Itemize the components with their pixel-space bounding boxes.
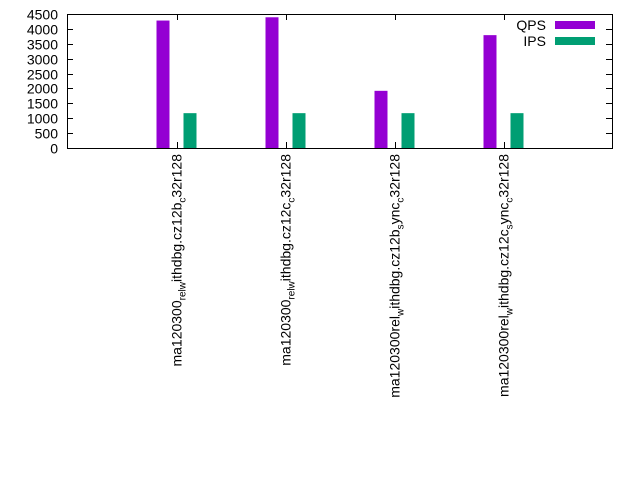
bar-qps [265,17,279,148]
y-tick-label: 500 [35,126,59,142]
y-tick-label: 1500 [27,96,58,112]
y-tick-label: 3500 [27,37,58,53]
x-category-label: ma120300relwithdbg.cz12csyncc32r128 [496,154,516,397]
category-label-part: w [396,308,407,317]
category-label-part: w [505,307,516,316]
category-label-part: ithdbg.cz12c [278,203,294,282]
category-label-part: rel [496,315,512,331]
legend-swatch-qps [555,21,595,29]
category-label-part: w [178,281,189,290]
category-label-part: ithdbg.cz12b [387,229,403,309]
y-tick-label: 1000 [27,111,58,127]
bar-qps [483,35,497,148]
category-label-part: rel [287,288,298,299]
category-label-part: rel [387,316,403,332]
category-label-part: s [505,224,516,229]
category-label-part: c [396,198,407,203]
category-label-part: c [287,198,298,203]
category-label-part: ma120300 [169,300,185,366]
plot-area-frame [67,14,613,149]
category-label-part: ync [496,203,512,225]
category-label-part: ma120300 [496,331,512,397]
legend-label-ips: IPS [523,33,546,49]
category-label-part: rel [178,289,189,300]
category-label-part: ync [387,203,403,225]
x-category-label: ma120300relwithdbg.cz12cc32r128 [278,154,298,366]
bar-ips [183,113,197,148]
category-label-part: ma120300 [278,299,294,365]
y-tick-label: 2500 [27,67,58,83]
bar-ips [292,113,306,148]
y-tick-label: 0 [50,141,58,157]
y-tick-label: 2000 [27,81,58,97]
category-label-part: ithdbg.cz12b [169,202,185,282]
x-category-label: ma120300relwithdbg.cz12bc32r128 [169,154,189,367]
bar-qps [156,20,170,149]
bar-qps [374,90,388,148]
category-label-part: ma120300 [387,331,403,397]
category-label-part: 32r128 [387,154,403,198]
y-tick-label: 4000 [27,22,58,38]
category-label-part: c [178,198,189,203]
category-label-part: s [396,224,407,229]
legend-label-qps: QPS [516,17,546,33]
category-label-part: 32r128 [496,154,512,198]
category-label-part: 32r128 [169,154,185,198]
x-category-label: ma120300relwithdbg.cz12bsyncc32r128 [387,154,407,398]
bars [156,17,524,149]
bar-ips [401,113,415,148]
category-label-part: ithdbg.cz12c [496,229,512,308]
category-label-part: w [287,280,298,289]
y-tick-label: 4500 [27,7,58,23]
category-label-part: 32r128 [278,154,294,198]
legend-swatch-ips [555,37,595,45]
y-tick-label: 3000 [27,52,58,68]
category-label-part: c [505,198,516,203]
bar-ips [510,113,524,148]
x-axis-labels: ma120300relwithdbg.cz12bc32r128ma120300r… [169,14,516,398]
